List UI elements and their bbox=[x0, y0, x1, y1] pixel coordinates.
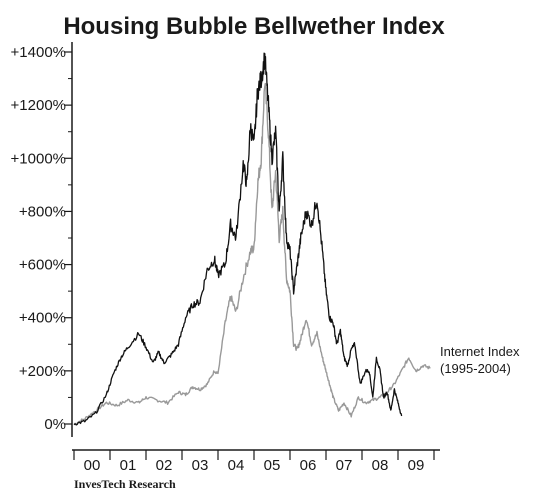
y-tick-label: +200% bbox=[19, 363, 66, 380]
x-tick-label: 03 bbox=[192, 457, 209, 474]
x-tick-label: 07 bbox=[336, 457, 353, 474]
x-tick-label: 00 bbox=[84, 457, 101, 474]
internet-series-line bbox=[73, 82, 431, 425]
annotation-line2: (1995-2004) bbox=[440, 361, 511, 376]
y-tick-label: +600% bbox=[19, 257, 66, 274]
y-axis: 0% +200% +400% +600% +800% +1000% +1200% +1400% bbox=[11, 42, 73, 437]
x-tick-label: 06 bbox=[300, 457, 317, 474]
y-tick-label: +1400% bbox=[11, 44, 66, 61]
x-tick-label: 09 bbox=[408, 457, 425, 474]
annotation-line1: Internet Index bbox=[440, 344, 520, 359]
series-layer bbox=[73, 52, 431, 426]
y-tick-label: +1000% bbox=[11, 150, 66, 167]
x-tick-label: 05 bbox=[264, 457, 281, 474]
housing-series-line bbox=[73, 52, 403, 426]
x-axis: 00 01 02 03 04 05 06 07 08 09 bbox=[72, 449, 440, 474]
chart-title: Housing Bubble Bellwether Index bbox=[63, 13, 445, 40]
x-tick-label: 01 bbox=[120, 457, 137, 474]
x-tick-label: 04 bbox=[228, 457, 245, 474]
y-tick-label: +800% bbox=[19, 203, 66, 220]
y-tick-label: +1200% bbox=[11, 97, 66, 114]
y-tick-label: +400% bbox=[19, 310, 66, 327]
credit: InvesTech Research bbox=[74, 477, 176, 491]
x-tick-label: 08 bbox=[372, 457, 389, 474]
x-tick-label: 02 bbox=[156, 457, 173, 474]
y-tick-label: 0% bbox=[44, 416, 66, 433]
